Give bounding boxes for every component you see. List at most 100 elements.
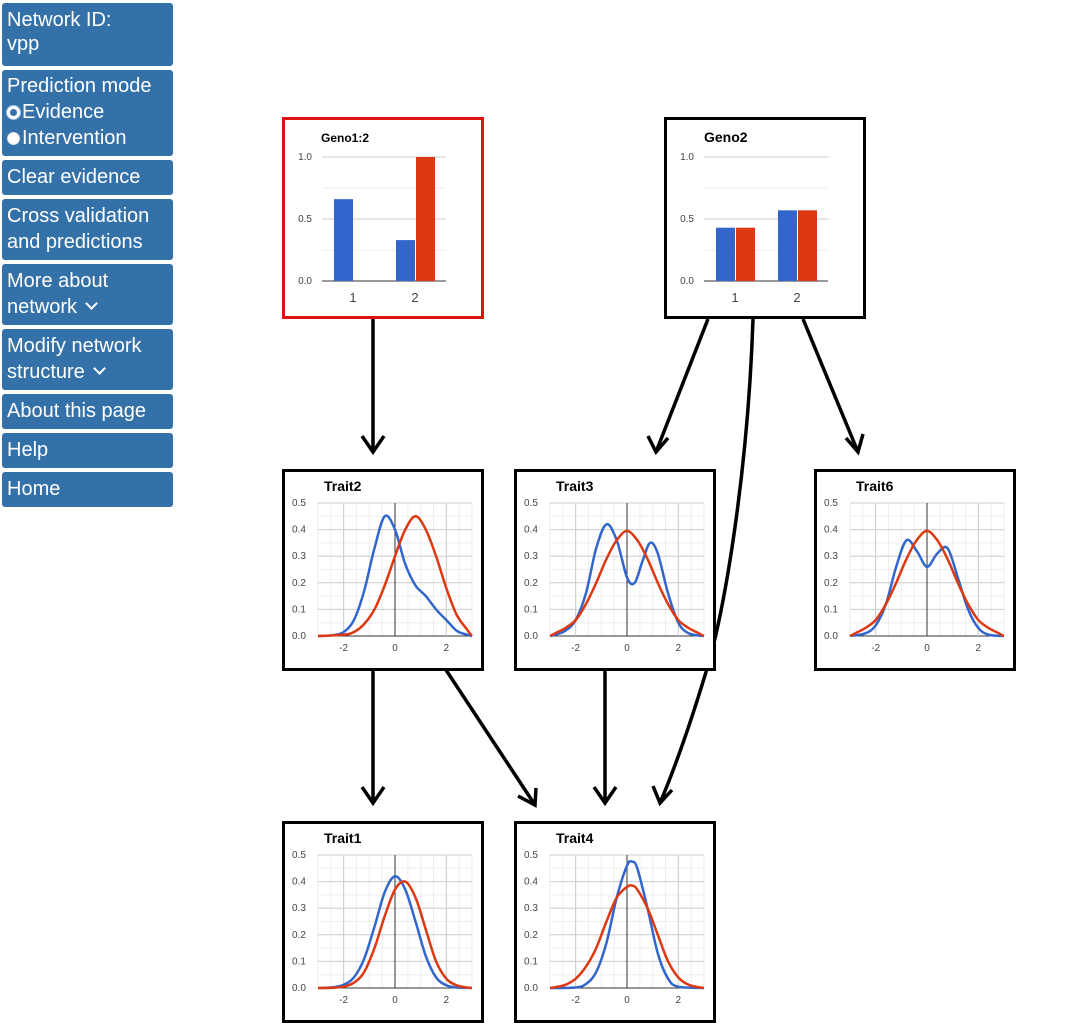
y-tick-label: 0.5 <box>524 850 538 861</box>
y-tick-label: 0.3 <box>524 551 538 562</box>
y-tick-label: 0.4 <box>292 877 306 888</box>
prediction-mode-label: Prediction mode <box>7 75 152 97</box>
network-id-value: vpp <box>7 33 40 55</box>
prediction-mode-panel: Prediction mode Evidence Intervention <box>2 70 173 156</box>
chart-title: Geno2 <box>704 129 748 145</box>
radio-intervention-label: Intervention <box>22 127 127 149</box>
x-tick-label: 2 <box>444 995 450 1006</box>
edge-geno2-trait3 <box>654 318 710 453</box>
y-tick-label: 0.1 <box>292 956 306 967</box>
y-tick-label: 0.0 <box>680 276 694 287</box>
more-about-label-1: More about <box>7 270 109 292</box>
x-tick-label: 2 <box>676 643 682 654</box>
y-tick-label: 0.2 <box>292 578 306 589</box>
radio-evidence-label: Evidence <box>22 101 105 123</box>
node-trait4[interactable]: Trait4 0.0 0.1 0.2 0.3 0.4 0.5 -2 0 2 <box>514 821 716 1023</box>
series-line <box>849 529 1005 638</box>
y-tick-label: 0.0 <box>292 631 306 642</box>
trait4-chart: Trait4 0.0 0.1 0.2 0.3 0.4 0.5 -2 0 2 <box>524 830 705 1006</box>
chart-title: Trait3 <box>556 478 594 494</box>
series-line <box>549 884 705 990</box>
x-tick-label: 0 <box>924 643 930 654</box>
bar <box>716 227 735 281</box>
node-trait2[interactable]: Trait2 0.0 0.1 0.2 0.3 0.4 0.5 -2 0 2 <box>282 469 484 671</box>
x-tick-label: -2 <box>571 995 580 1006</box>
cross-validation-button[interactable]: Cross validation and predictions <box>2 199 173 260</box>
y-tick-label: 0.3 <box>824 551 838 562</box>
cross-validation-label-1: Cross validation <box>7 205 150 227</box>
bar <box>778 210 797 281</box>
y-tick-label: 0.5 <box>298 214 312 225</box>
series-line <box>549 529 705 638</box>
x-tick-label: 2 <box>793 290 800 305</box>
x-tick-label: 0 <box>392 995 398 1006</box>
y-tick-label: 0.1 <box>292 604 306 615</box>
clear-evidence-label: Clear evidence <box>7 166 141 188</box>
node-trait3[interactable]: Trait3 0.0 0.1 0.2 0.3 0.4 0.5 -2 0 2 <box>514 469 716 671</box>
bar <box>798 210 817 281</box>
node-geno1[interactable]: Geno1:2 0.0 0.5 1.0 1 2 <box>282 117 484 319</box>
radio-evidence-circle-icon[interactable] <box>7 105 20 119</box>
x-tick-label: -2 <box>571 643 580 654</box>
modify-structure-label-2: structure <box>7 361 85 383</box>
edge-trait2-trait1-arrowhead-icon <box>360 786 386 807</box>
radio-intervention[interactable]: Intervention <box>7 125 168 151</box>
edge-geno2-trait6-arrowhead-icon <box>844 433 865 456</box>
home-button[interactable]: Home <box>2 472 173 507</box>
clear-evidence-button[interactable]: Clear evidence <box>2 160 173 195</box>
home-label: Home <box>7 478 61 500</box>
bar <box>396 240 415 281</box>
series-line <box>317 515 473 638</box>
network-id-button[interactable]: Network ID: vpp <box>2 3 173 66</box>
x-tick-label: 0 <box>624 995 630 1006</box>
x-tick-label: 1 <box>731 290 738 305</box>
y-tick-label: 0.4 <box>524 877 538 888</box>
series-line <box>317 880 473 990</box>
x-tick-label: 2 <box>444 643 450 654</box>
chart-title: Geno1:2 <box>321 131 369 145</box>
trait3-chart: Trait3 0.0 0.1 0.2 0.3 0.4 0.5 -2 0 2 <box>524 478 705 654</box>
y-tick-label: 0.5 <box>292 850 306 861</box>
modify-structure-label-1: Modify network <box>7 335 142 357</box>
x-tick-label: -2 <box>339 995 348 1006</box>
radio-intervention-circle-icon[interactable] <box>7 131 20 145</box>
node-trait1[interactable]: Trait1 0.0 0.1 0.2 0.3 0.4 0.5 -2 0 2 <box>282 821 484 1023</box>
edge-trait3-trait4-arrowhead-icon <box>592 786 618 807</box>
y-tick-label: 0.3 <box>292 903 306 914</box>
y-tick-label: 0.5 <box>824 498 838 509</box>
y-tick-label: 0.0 <box>824 631 838 642</box>
y-tick-label: 0.0 <box>292 983 306 994</box>
edge-geno2-trait3-arrowhead-icon <box>646 435 670 456</box>
more-about-network-button[interactable]: More about network <box>2 264 173 325</box>
trait1-chart: Trait1 0.0 0.1 0.2 0.3 0.4 0.5 -2 0 2 <box>292 830 473 1006</box>
x-tick-label: 0 <box>624 643 630 654</box>
node-geno2[interactable]: Geno2 0.0 0.5 1.0 1 2 <box>664 117 866 319</box>
y-tick-label: 0.4 <box>292 525 306 536</box>
y-tick-label: 0.5 <box>292 498 306 509</box>
x-tick-label: 2 <box>676 995 682 1006</box>
radio-evidence[interactable]: Evidence <box>7 99 168 125</box>
y-tick-label: 0.0 <box>524 983 538 994</box>
chart-title: Trait4 <box>556 830 594 846</box>
series-line <box>317 875 473 990</box>
modify-structure-button[interactable]: Modify network structure <box>2 329 173 390</box>
x-tick-label: 0 <box>392 643 398 654</box>
y-tick-label: 0.3 <box>524 903 538 914</box>
y-tick-label: 0.3 <box>292 551 306 562</box>
geno1-chart: Geno1:2 0.0 0.5 1.0 1 2 <box>298 131 446 305</box>
node-trait6[interactable]: Trait6 0.0 0.1 0.2 0.3 0.4 0.5 -2 0 2 <box>814 469 1016 671</box>
about-page-button[interactable]: About this page <box>2 394 173 429</box>
y-tick-label: 0.0 <box>524 631 538 642</box>
edge-geno2-trait4-arrowhead-icon <box>651 785 674 807</box>
x-tick-label: 1 <box>349 290 356 305</box>
y-tick-label: 0.1 <box>524 604 538 615</box>
geno2-chart: Geno2 0.0 0.5 1.0 1 2 <box>680 129 828 305</box>
y-tick-label: 0.4 <box>524 525 538 536</box>
x-tick-label: 2 <box>411 290 418 305</box>
sidebar: Network ID: vpp Prediction mode Evidence… <box>2 3 173 511</box>
bar <box>334 199 353 281</box>
y-tick-label: 1.0 <box>680 152 694 163</box>
help-button[interactable]: Help <box>2 433 173 468</box>
network-id-label: Network ID: <box>7 9 112 31</box>
x-tick-label: 2 <box>976 643 982 654</box>
